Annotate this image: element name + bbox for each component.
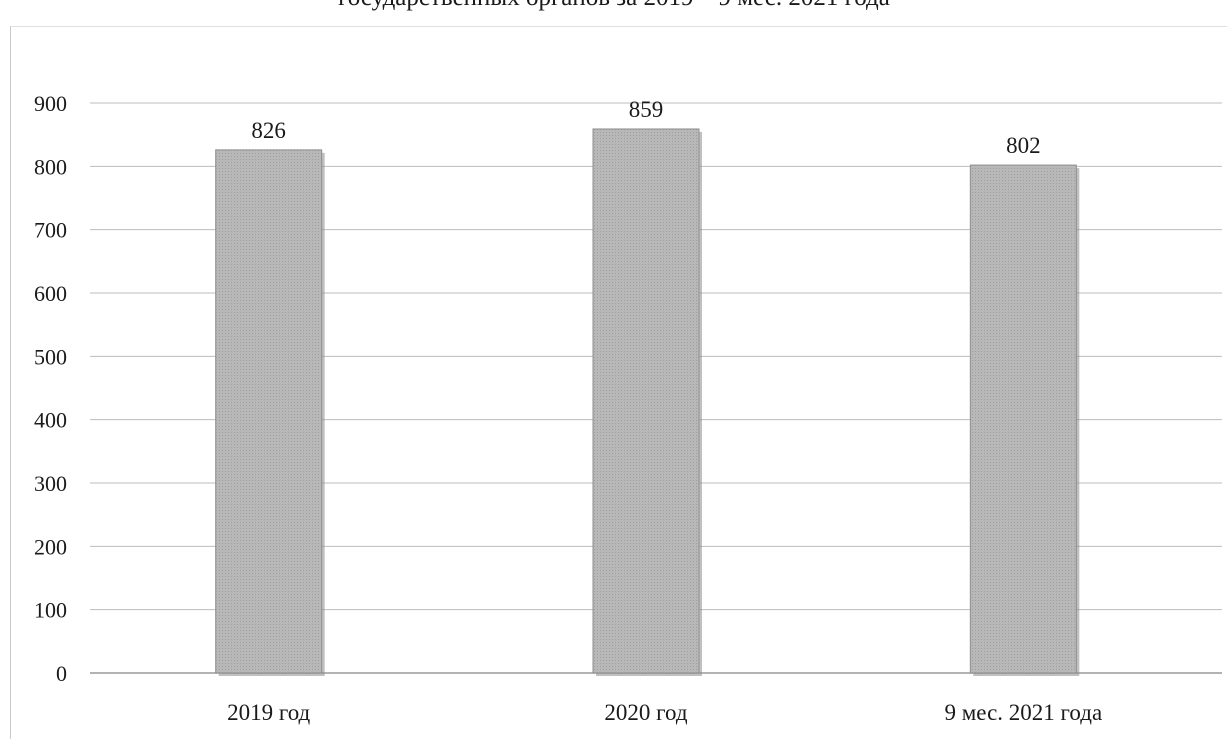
data-label: 802 (1006, 133, 1041, 158)
y-tick-label: 400 (34, 408, 67, 433)
y-tick-label: 600 (34, 281, 67, 306)
y-tick-label: 100 (34, 598, 67, 623)
x-category-label: 2020 год (604, 700, 687, 725)
y-tick-label: 0 (56, 661, 67, 686)
y-tick-label: 500 (34, 344, 67, 369)
y-tick-label: 700 (34, 218, 67, 243)
y-tick-label: 800 (34, 154, 67, 179)
y-tick-label: 200 (34, 534, 67, 559)
x-category-label: 2019 год (227, 700, 310, 725)
x-category-label: 9 мес. 2021 года (945, 700, 1103, 725)
bar (969, 164, 1077, 674)
data-label: 859 (629, 97, 664, 122)
data-label: 826 (251, 118, 286, 143)
bar (592, 128, 700, 674)
y-tick-label: 900 (34, 91, 67, 116)
chart-title: государственных органов за 2019 – 9 мес.… (0, 0, 1228, 12)
y-tick-label: 300 (34, 471, 67, 496)
bar (215, 149, 323, 674)
chart-frame (10, 26, 1227, 739)
